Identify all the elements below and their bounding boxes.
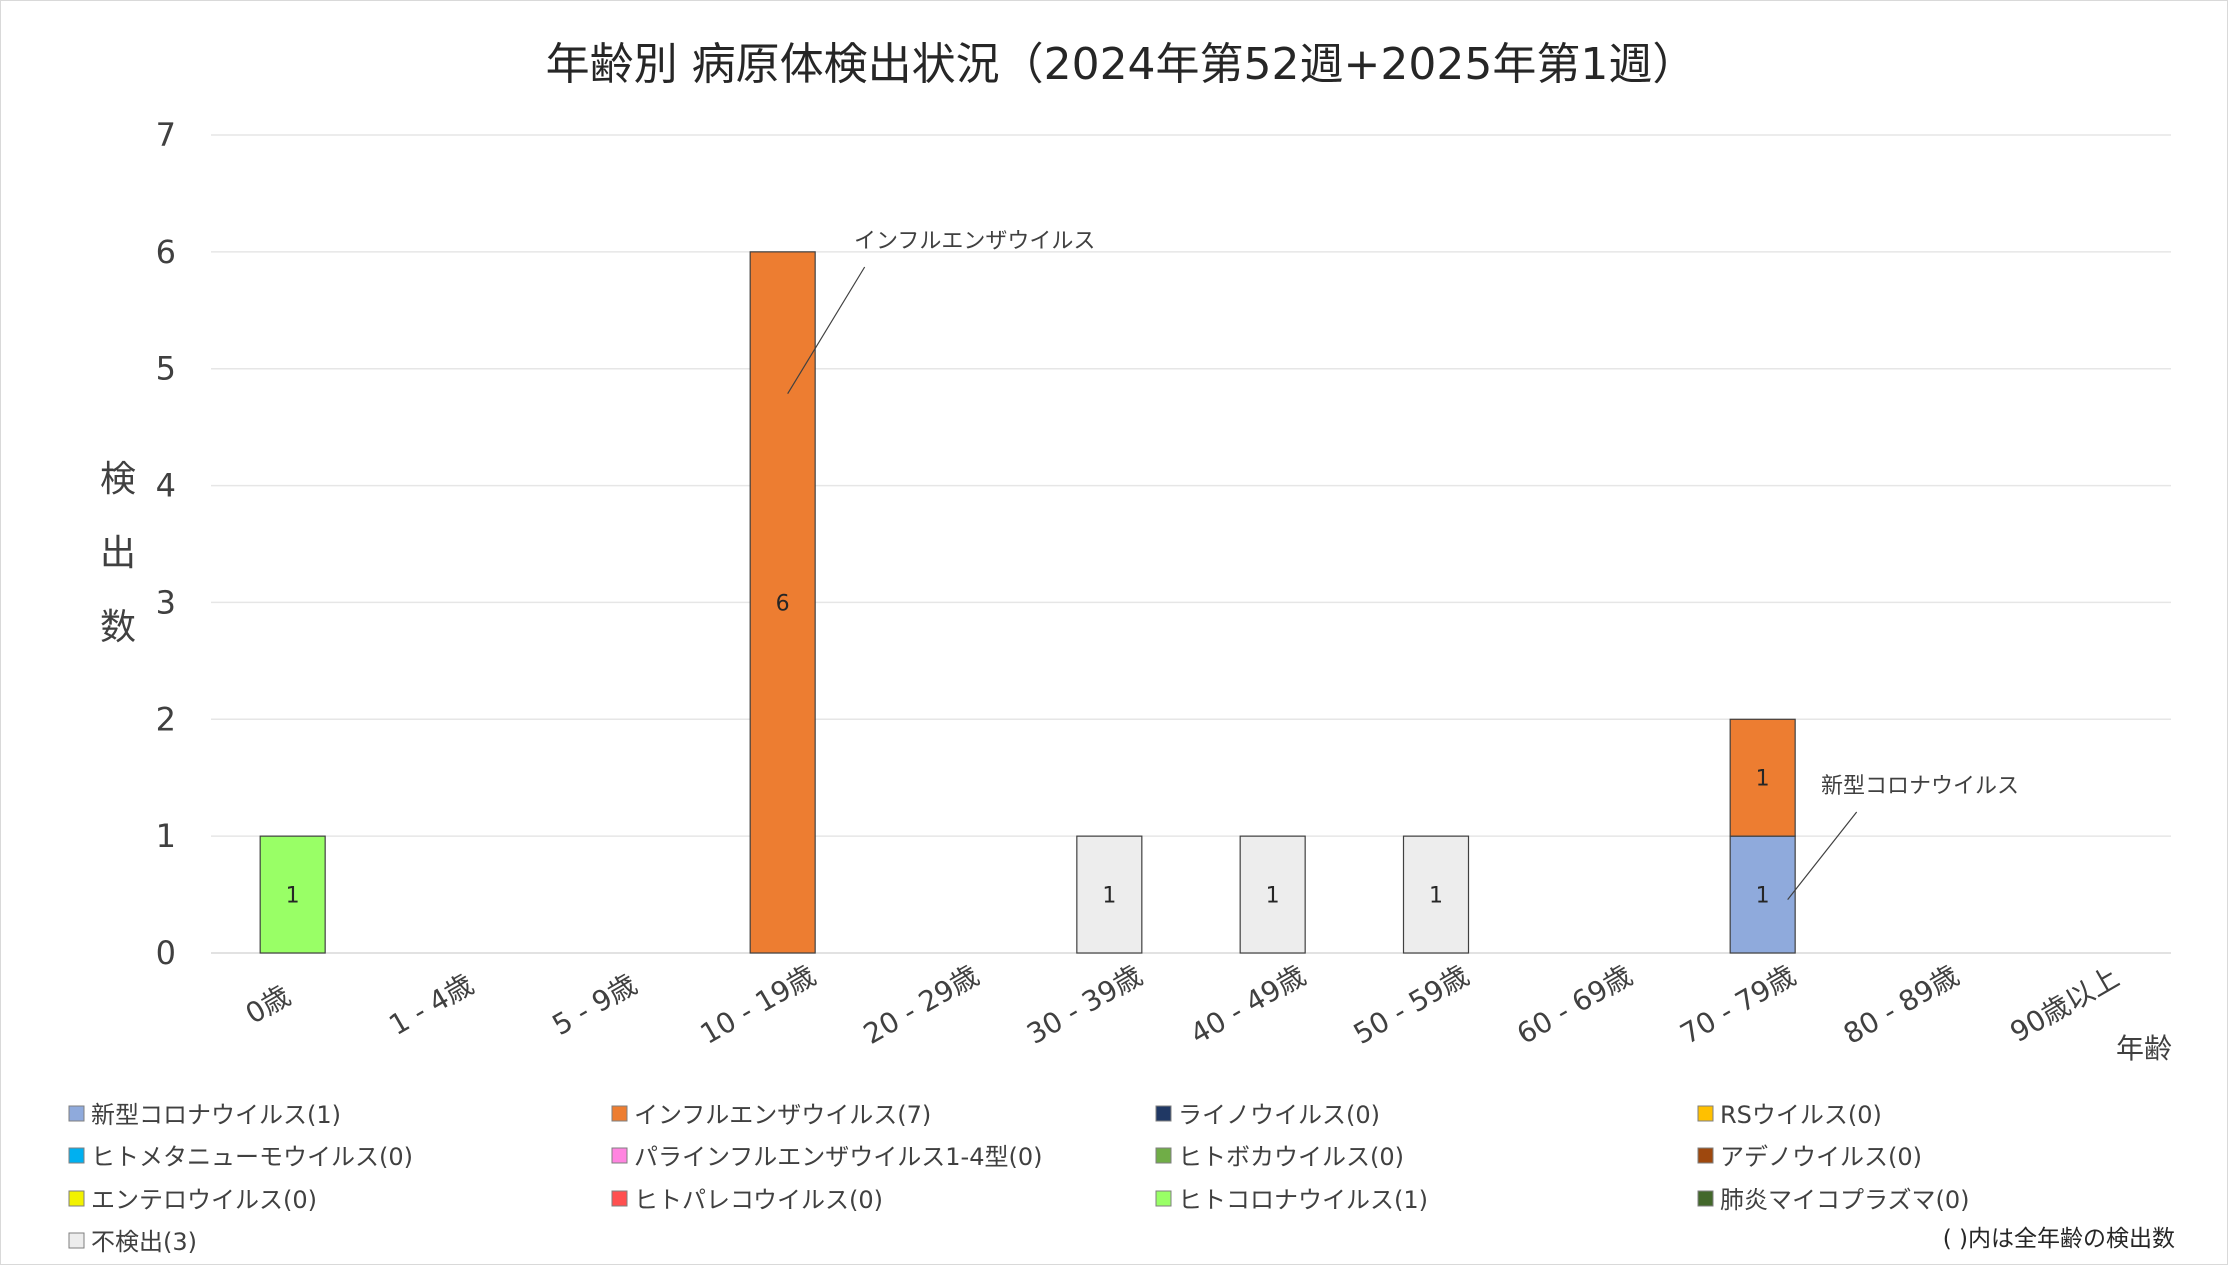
bar-segment (749, 251, 816, 954)
bar-segment (259, 835, 326, 954)
y-tick-label: 5 (156, 350, 176, 388)
y-tick-label: 2 (156, 700, 176, 738)
x-tick-label: 5 - 9歳 (547, 968, 643, 1042)
y-tick-label: 4 (156, 467, 176, 505)
y-tick-label: 1 (156, 817, 176, 855)
data-label: 1 (1756, 767, 1770, 792)
x-tick-label: 50 - 59歳 (1348, 959, 1475, 1051)
legend-label: ライノウイルス(0) (1178, 1101, 1380, 1129)
legend-swatch (611, 1190, 628, 1207)
legend-label: パラインフルエンザウイルス1-4型(0) (634, 1143, 1042, 1171)
legend-swatch (1155, 1105, 1172, 1122)
y-tick-label: 6 (156, 233, 176, 271)
legend-label: 新型コロナウイルス(1) (91, 1101, 341, 1129)
bar-segment (1402, 835, 1470, 954)
x-axis-label: 年齢 (2116, 1032, 2172, 1065)
legend-label: 肺炎マイコプラズマ(0) (1720, 1186, 1970, 1214)
legend-swatch (1155, 1147, 1172, 1164)
x-tick-label: 80 - 89歳 (1838, 959, 1965, 1051)
data-label: 1 (1266, 884, 1280, 909)
legend-label: ヒトボカウイルス(0) (1178, 1143, 1404, 1171)
y-tick-label: 3 (156, 583, 176, 621)
annotation-leader-line (1787, 811, 1858, 900)
y-axis-label-char: 数 (100, 607, 136, 648)
legend-label: ヒトメタニューモウイルス(0) (91, 1143, 413, 1171)
annotation-leader-line (787, 266, 866, 395)
y-axis-label-char: 検 (100, 459, 136, 500)
chart-title: 年齢別 病原体検出状況（2024年第52週+2025年第1週） (546, 39, 1697, 90)
legend-label: アデノウイルス(0) (1720, 1143, 1922, 1171)
legend-swatch (1155, 1190, 1172, 1207)
y-tick-label: 0 (156, 934, 176, 972)
data-label: 1 (1756, 884, 1770, 909)
legend-label: インフルエンザウイルス(7) (634, 1101, 931, 1129)
x-tick-label: 1 - 4歳 (383, 968, 479, 1042)
x-tick-label: 20 - 29歳 (858, 959, 985, 1051)
legend-swatch (611, 1105, 628, 1122)
bar-segment (1239, 835, 1306, 954)
legend-swatch (68, 1232, 85, 1249)
legend-swatch (611, 1147, 628, 1164)
y-tick-label: 7 (156, 116, 176, 154)
x-tick-label: 70 - 79歳 (1675, 959, 1802, 1051)
legend-label: RSウイルス(0) (1720, 1101, 1882, 1129)
annotation-label: 新型コロナウイルス (1821, 774, 2019, 799)
annotation-label: インフルエンザウイルス (854, 229, 1095, 254)
x-tick-label: 90歳以上 (2005, 961, 2125, 1049)
legend-label: 不検出(3) (91, 1228, 197, 1256)
data-label: 1 (1102, 884, 1116, 909)
x-tick-label: 60 - 69歳 (1511, 959, 1638, 1051)
y-axis-label: 検出数 (100, 459, 136, 648)
y-axis-label-char: 出 (100, 533, 136, 574)
data-label: 6 (776, 591, 790, 616)
legend-swatch (1697, 1147, 1714, 1164)
x-tick-label: 30 - 39歳 (1021, 959, 1148, 1051)
legend-swatch (68, 1105, 85, 1122)
legend-label: ヒトコロナウイルス(1) (1178, 1186, 1428, 1214)
legend-swatch (1697, 1105, 1714, 1122)
legend-swatch (68, 1147, 85, 1164)
legend-swatch (68, 1190, 85, 1207)
footnote: ( )内は全年齢の検出数 (1943, 1226, 2175, 1252)
bar-segment (1076, 835, 1143, 954)
legend-swatch (1697, 1190, 1714, 1207)
legend-label: エンテロウイルス(0) (91, 1186, 317, 1214)
x-tick-label: 10 - 19歳 (695, 959, 822, 1051)
legend-label: ヒトパレコウイルス(0) (634, 1186, 883, 1214)
x-tick-label: 40 - 49歳 (1185, 959, 1312, 1051)
x-tick-label: 0歳 (240, 979, 296, 1030)
data-label: 1 (1429, 884, 1443, 909)
data-label: 1 (286, 884, 300, 909)
bar-segment (1729, 718, 1796, 837)
